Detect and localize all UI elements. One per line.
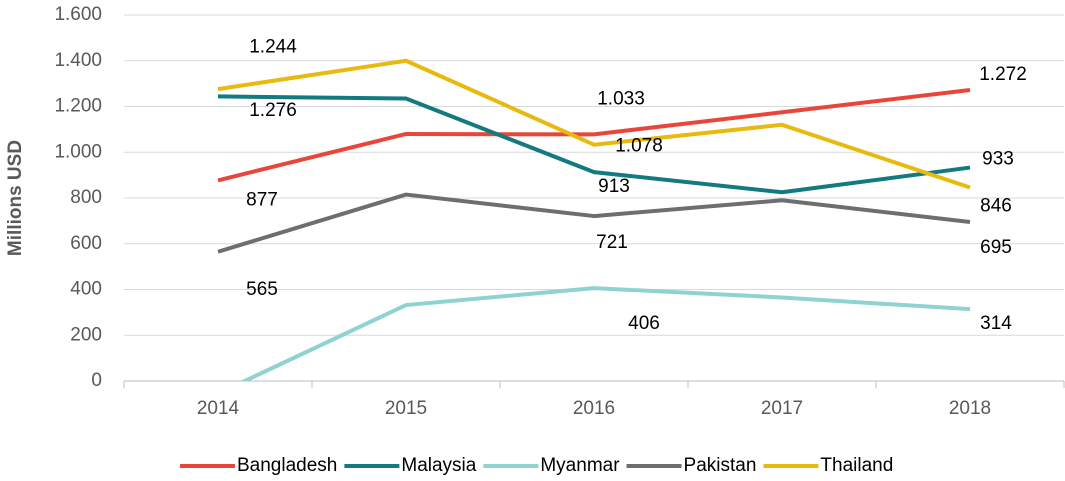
y-tick-label: 200 bbox=[70, 324, 102, 345]
x-tick-label: 2016 bbox=[573, 398, 615, 419]
plot-area bbox=[217, 58, 971, 381]
y-tick-label: 400 bbox=[70, 279, 102, 300]
data-label: 1.272 bbox=[979, 64, 1027, 85]
series-line bbox=[217, 58, 971, 190]
data-label: 913 bbox=[598, 176, 630, 197]
series-line bbox=[217, 88, 971, 183]
legend-label: Malaysia bbox=[401, 455, 476, 476]
data-label: 846 bbox=[980, 195, 1012, 216]
data-label: 877 bbox=[246, 189, 278, 210]
data-label: 314 bbox=[980, 313, 1012, 334]
y-tick-label: 1.000 bbox=[54, 141, 102, 162]
y-tick-label: 1.400 bbox=[54, 50, 102, 71]
y-tick-label: 1.600 bbox=[54, 4, 102, 25]
y-tick-label: 0 bbox=[91, 370, 102, 391]
data-label: 933 bbox=[982, 149, 1014, 170]
y-tick-label: 600 bbox=[70, 233, 102, 254]
legend-label: Myanmar bbox=[540, 455, 620, 476]
y-tick-label: 800 bbox=[70, 187, 102, 208]
legend-label: Bangladesh bbox=[237, 455, 337, 476]
data-label: 406 bbox=[628, 313, 660, 334]
data-label: 721 bbox=[596, 232, 628, 253]
data-label: 1.244 bbox=[249, 36, 297, 57]
x-tick-label: 2018 bbox=[949, 398, 991, 419]
data-label: 695 bbox=[980, 237, 1012, 258]
y-axis-label: Millions USD bbox=[5, 140, 26, 256]
legend-label: Thailand bbox=[820, 455, 893, 476]
series-line bbox=[217, 94, 971, 195]
data-label: 565 bbox=[246, 279, 278, 300]
x-tick-label: 2017 bbox=[761, 398, 803, 419]
legend-label: Pakistan bbox=[684, 455, 757, 476]
data-label: 1.276 bbox=[249, 100, 297, 121]
series-line bbox=[240, 286, 971, 381]
x-tick-label: 2014 bbox=[197, 398, 240, 419]
x-tick-label: 2015 bbox=[385, 398, 427, 419]
series-line bbox=[217, 192, 971, 254]
y-tick-label: 1.200 bbox=[54, 96, 102, 117]
data-label: 1.033 bbox=[597, 89, 645, 110]
data-label: 1.078 bbox=[615, 135, 663, 156]
